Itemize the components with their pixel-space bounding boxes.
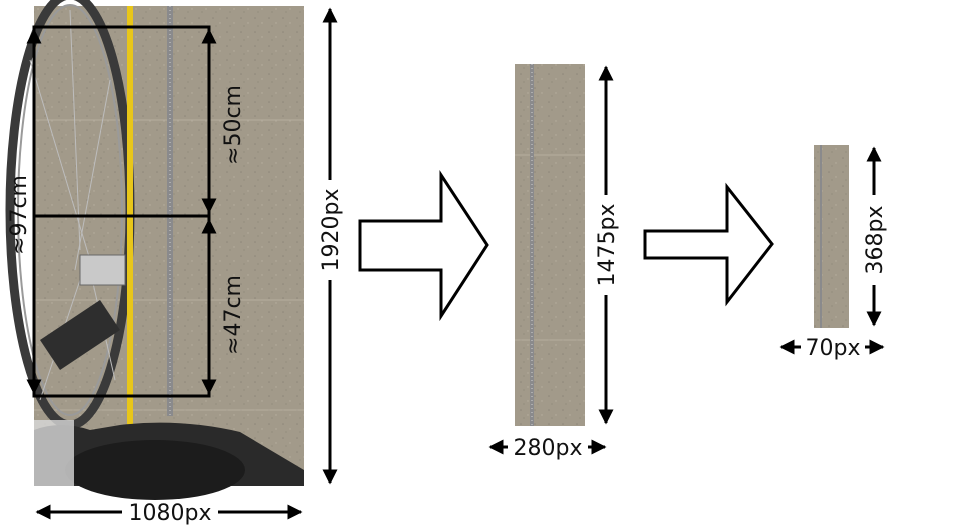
crop-height-label: 1475px (595, 204, 620, 287)
lower-length-label: ≈47cm (221, 275, 246, 355)
total-length-label: ≈97cm (7, 175, 32, 255)
resized-strip (814, 145, 849, 328)
original-photo (5, 0, 304, 500)
arrow-right-icon (358, 169, 489, 322)
original-height-label: 1920px (319, 189, 344, 272)
resized-height-label: 368px (863, 206, 888, 275)
blurred-foreground (34, 420, 304, 500)
upper-length-label: ≈50cm (221, 85, 246, 165)
arrow-right-icon (643, 182, 774, 307)
cropped-strip (515, 64, 585, 426)
crop-width-label: 280px (514, 436, 583, 461)
original-width-label: 1080px (129, 501, 212, 525)
resized-width-label: 70px (806, 336, 861, 361)
